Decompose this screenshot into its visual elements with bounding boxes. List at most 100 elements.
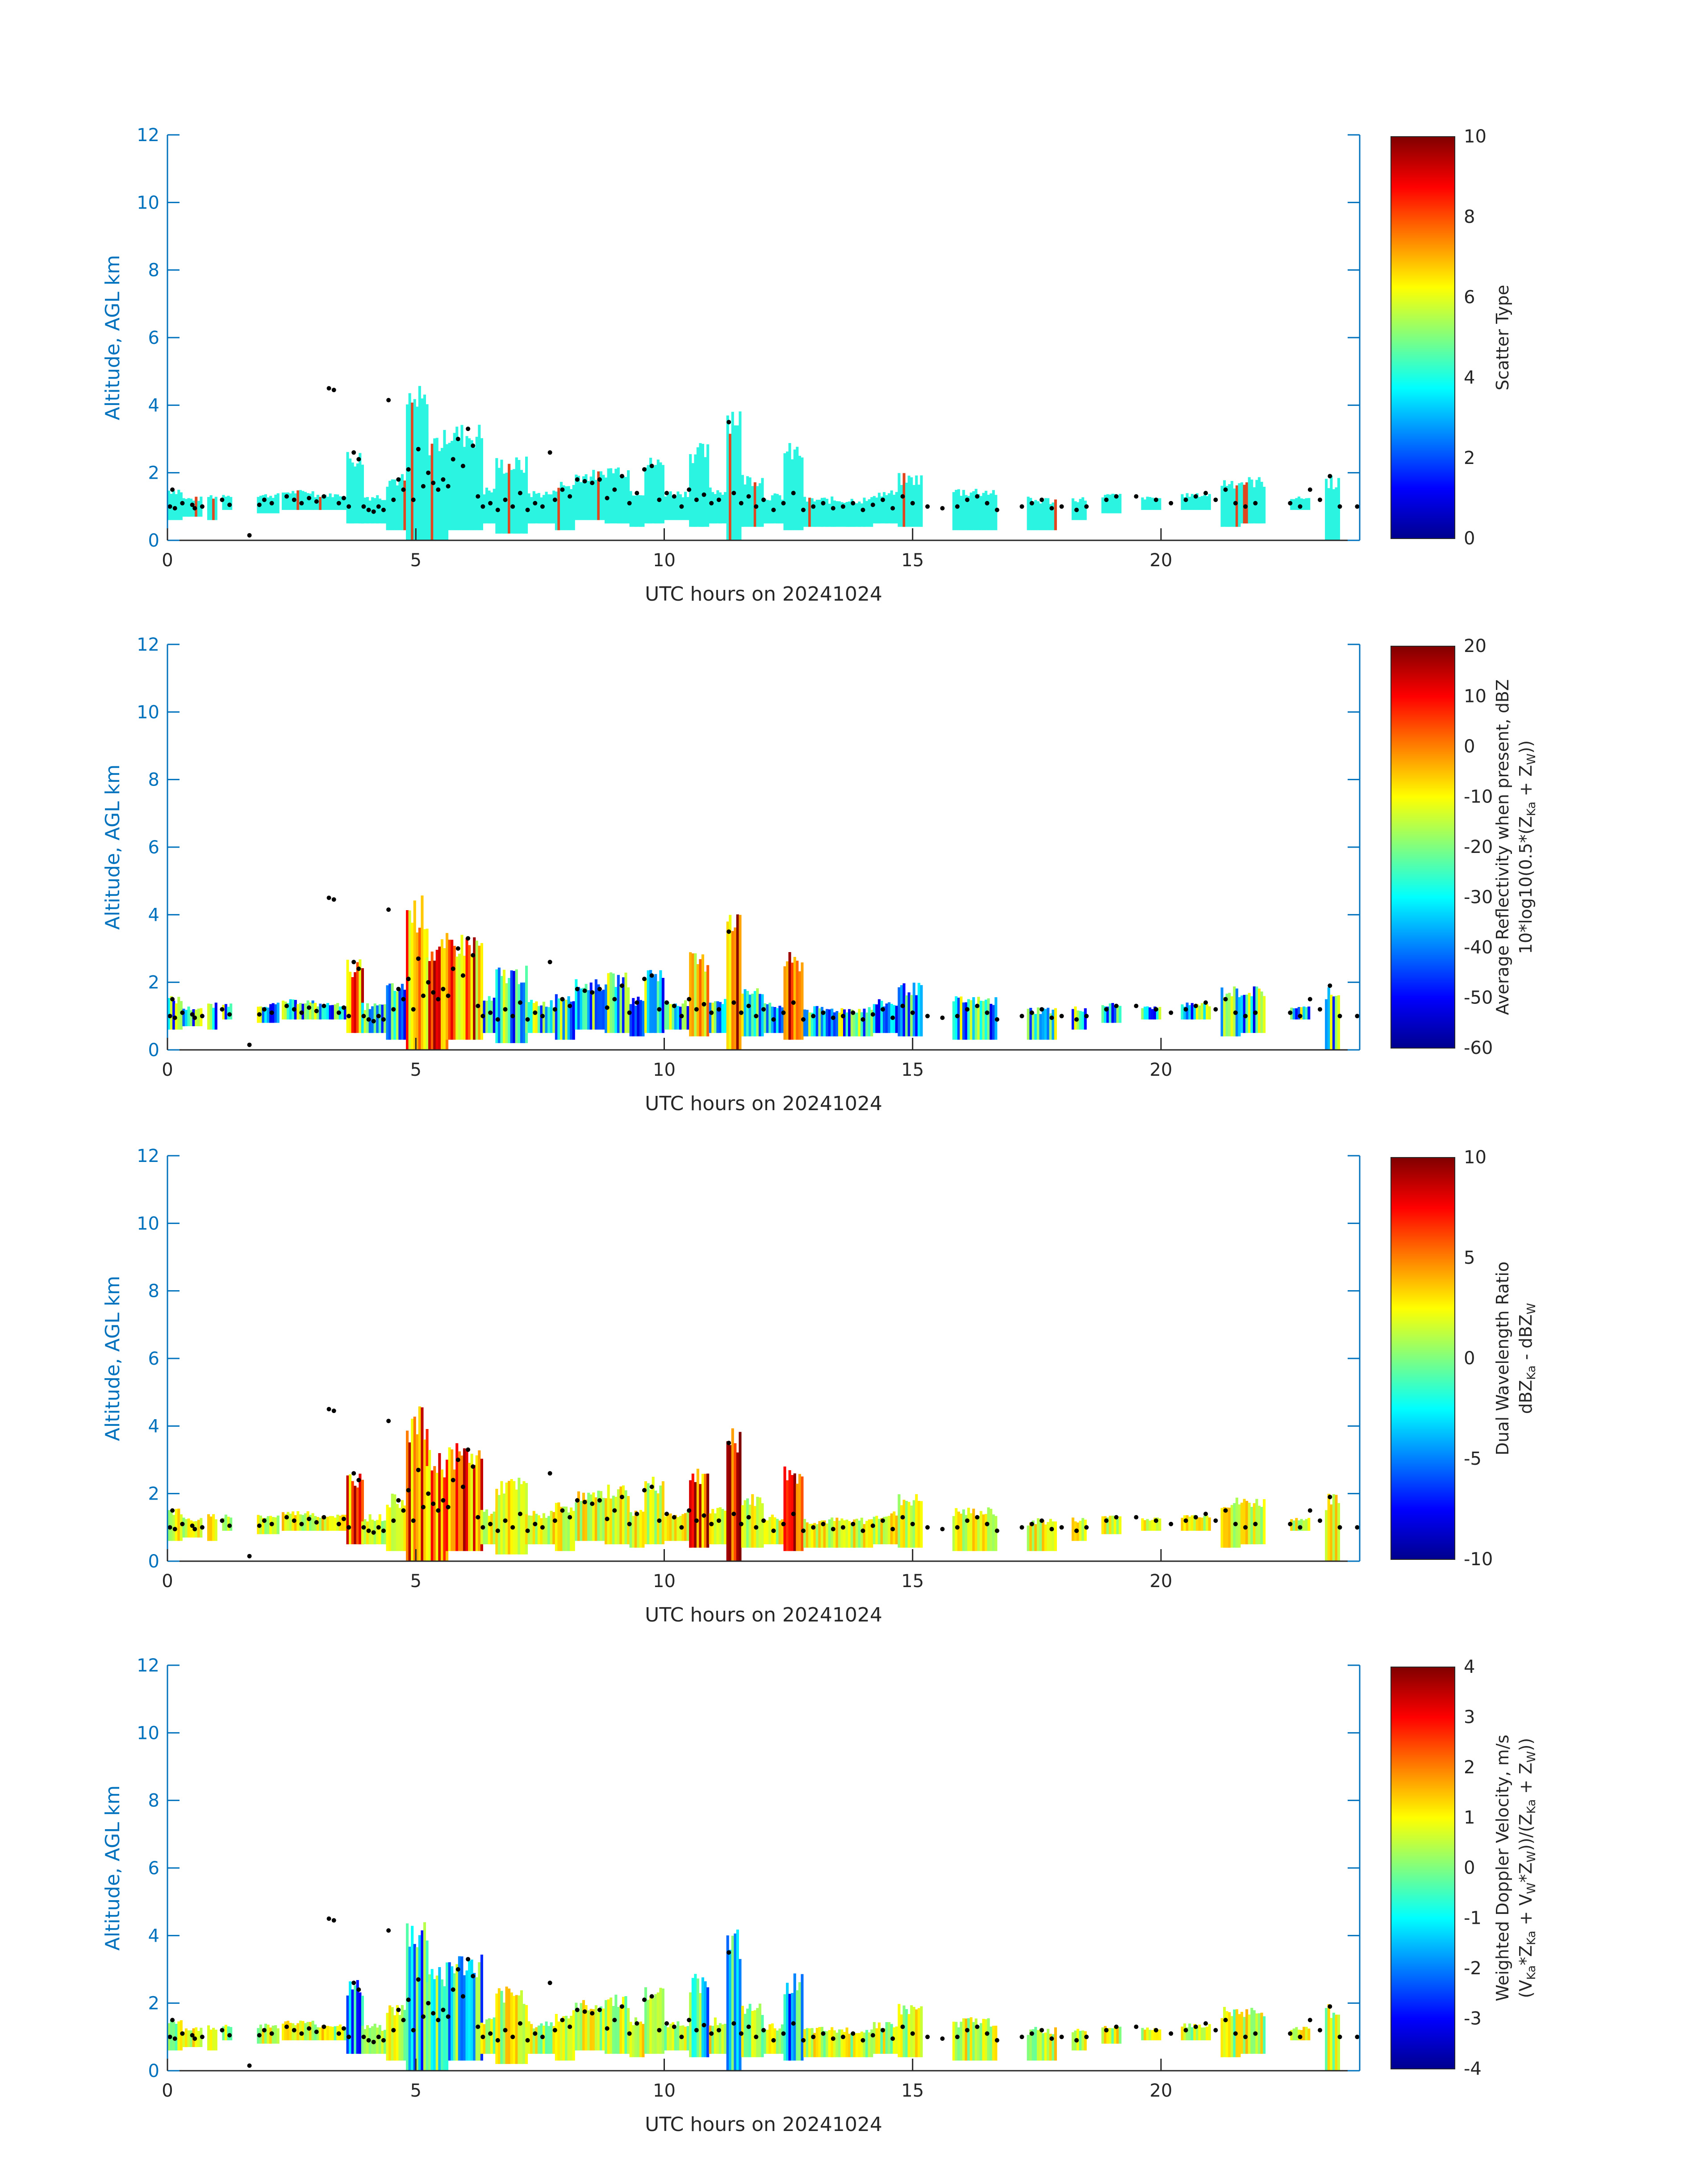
echo-column: [1104, 495, 1107, 514]
echo-column: [304, 2023, 307, 2040]
echo-column: [393, 2015, 397, 2061]
echo-column: [1036, 501, 1040, 531]
echo-column: [686, 1512, 689, 1541]
echo-column: [443, 430, 446, 540]
data-point: [560, 1508, 565, 1513]
echo-column: [1195, 1517, 1199, 1531]
echo-column: [619, 1486, 622, 1545]
echo-column: [607, 1999, 610, 2054]
echo-column: [505, 1482, 508, 1554]
echo-column: [453, 1469, 456, 1551]
echo-column: [724, 1511, 727, 1545]
echo-column: [416, 932, 419, 1050]
echo-column: [589, 1494, 593, 1541]
echo-column: [599, 1491, 602, 1541]
data-point: [533, 1521, 538, 1526]
echo-column: [617, 467, 620, 524]
y-tick-label: 6: [148, 837, 159, 858]
echo-column: [798, 455, 801, 531]
data-point: [1298, 504, 1303, 509]
data-point: [284, 2024, 289, 2029]
echo-column: [306, 2022, 309, 2040]
echo-column: [1198, 2024, 1201, 2040]
echo-column: [1144, 2029, 1147, 2040]
echo-column: [418, 1406, 421, 1561]
echo-column: [488, 490, 491, 524]
echo-column: [502, 1493, 505, 1554]
echo-column: [532, 491, 535, 524]
echo-column: [522, 982, 526, 1043]
data-point: [371, 1530, 376, 1535]
data-point: [525, 2038, 530, 2043]
echo-column: [421, 1930, 424, 2071]
data-point: [955, 504, 960, 509]
echo-column: [979, 496, 982, 531]
echo-column: [734, 425, 737, 540]
echo-column: [440, 1469, 443, 1561]
echo-column: [1156, 2030, 1159, 2040]
echo-column: [267, 1007, 270, 1023]
echo-column: [585, 984, 588, 1030]
echo-column: [423, 1922, 426, 2071]
data-point: [900, 1003, 905, 1008]
echo-column: [729, 915, 732, 1050]
echo-column: [637, 495, 640, 527]
echo-column: [520, 982, 523, 1043]
echo-column: [746, 476, 749, 527]
echo-column: [1238, 997, 1241, 1036]
echo-column: [1158, 1007, 1161, 1020]
echo-column: [651, 467, 655, 524]
data-point: [582, 988, 587, 993]
echo-column: [803, 2029, 806, 2057]
echo-column: [343, 2027, 347, 2040]
echo-column: [321, 1006, 324, 1020]
data-point: [540, 1014, 545, 1019]
data-point: [391, 2028, 396, 2033]
colorbar-tick-label: 0: [1464, 736, 1475, 757]
echo-column: [644, 1987, 647, 2054]
data-point: [575, 1498, 580, 1503]
echo-column: [1332, 996, 1335, 1050]
echo-column: [532, 2028, 535, 2054]
echo-column: [1104, 1006, 1107, 1023]
data-point: [1183, 2028, 1188, 2033]
echo-column: [706, 444, 710, 527]
data-point: [1253, 501, 1258, 506]
echo-column: [634, 1005, 637, 1036]
echo-column: [262, 1007, 265, 1023]
echo-column: [701, 954, 704, 1036]
echo-column: [691, 1473, 694, 1548]
echo-column: [430, 1969, 434, 2071]
echo-column: [1327, 488, 1330, 540]
echo-column: [843, 1009, 846, 1036]
echo-column: [1049, 2034, 1052, 2061]
echo-column: [287, 1512, 290, 1531]
data-point: [985, 1521, 990, 1526]
data-point: [965, 1007, 970, 1012]
echo-column: [267, 497, 270, 514]
data-point: [1134, 494, 1139, 499]
data-point: [821, 2031, 826, 2036]
x-tick-label: 0: [162, 2081, 173, 2101]
echo-column: [582, 988, 585, 1030]
echo-column: [868, 1519, 871, 1548]
echo-column: [597, 1491, 600, 1541]
data-point: [356, 966, 361, 971]
data-point: [436, 1508, 441, 1513]
echo-column: [796, 961, 799, 1040]
data-point: [642, 977, 647, 982]
echo-column: [960, 1513, 963, 1551]
data-point: [167, 2035, 172, 2039]
data-point: [307, 2026, 312, 2031]
data-point: [386, 907, 391, 912]
y-tick-label: 8: [148, 770, 159, 790]
echo-column: [835, 1011, 839, 1036]
echo-column: [346, 960, 349, 1033]
data-point: [1074, 1017, 1079, 1022]
echo-column: [1203, 2027, 1206, 2040]
echo-column: [513, 971, 516, 1043]
echo-column: [627, 2008, 630, 2054]
data-point: [1029, 501, 1034, 506]
data-point: [612, 2018, 617, 2022]
